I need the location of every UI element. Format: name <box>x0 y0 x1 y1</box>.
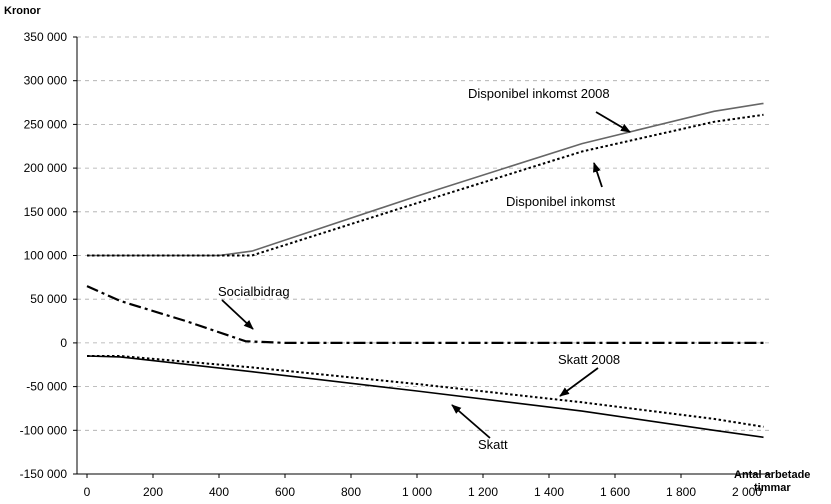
x-tick-label: 2 000 <box>732 485 762 499</box>
x-tick-label: 1 400 <box>534 485 564 499</box>
annotation-label-disponibel: Disponibel inkomst <box>506 194 615 209</box>
y-tick-label: -100 000 <box>20 423 68 437</box>
annotation-arrow-disponibel-2008 <box>595 111 631 133</box>
gridlines <box>77 36 771 431</box>
series-line-disponibel-inkomst-2008 <box>87 102 764 257</box>
annotation-arrow-disponibel <box>593 162 603 188</box>
y-tick-label: -150 000 <box>20 467 68 481</box>
annotation-label-socialbidrag: Socialbidrag <box>218 284 290 299</box>
x-axis-title-line1: Antal arbetade <box>734 469 810 481</box>
y-tick-label: 300 000 <box>24 74 68 88</box>
annotation-label-disponibel-2008: Disponibel inkomst 2008 <box>468 86 610 101</box>
annotation-arrow-skatt <box>451 404 491 439</box>
x-tick-label: 1 800 <box>666 485 696 499</box>
chart-text: Kronor Antal arbetade timmar Disponibel … <box>4 5 810 494</box>
y-tick-label: 350 000 <box>24 30 68 44</box>
series-line-socialbidrag <box>86 285 764 344</box>
y-tick-labels: 350 000 300 000 250 000 200 000 150 000 100 0… <box>20 30 68 481</box>
x-tick-label: 1 200 <box>468 485 498 499</box>
x-tick-label: 200 <box>143 485 163 499</box>
series-lines <box>86 102 764 439</box>
y-axis-title: Kronor <box>4 5 41 17</box>
y-tick-label: -50 000 <box>26 380 67 394</box>
x-axis-title-line2: timmar <box>754 482 791 494</box>
series-line-disponibel-inkomst <box>87 113 764 257</box>
annotation-label-skatt: Skatt <box>478 437 508 452</box>
y-tick-label: 150 000 <box>24 205 68 219</box>
x-tick-label: 0 <box>84 485 91 499</box>
annotation-label-skatt-2008: Skatt 2008 <box>558 352 620 367</box>
annotation-arrow-socialbidrag <box>221 299 254 330</box>
axes <box>73 36 771 478</box>
x-tick-label: 1 600 <box>600 485 630 499</box>
annotation-arrow-skatt-2008 <box>559 367 599 397</box>
series-line-skatt <box>86 355 764 439</box>
x-tick-label: 600 <box>275 485 295 499</box>
annotation-arrows <box>221 111 631 439</box>
x-tick-labels: 0 200 400 600 800 1 000 1 200 1 400 1 600 1 800 2 … <box>84 485 763 499</box>
x-tick-label: 400 <box>209 485 229 499</box>
x-tick-label: 1 000 <box>402 485 432 499</box>
x-tick-label: 800 <box>341 485 361 499</box>
y-tick-label: 200 000 <box>24 161 68 175</box>
y-tick-label: 50 000 <box>30 292 67 306</box>
y-tick-label: 250 000 <box>24 117 68 131</box>
y-tick-label: 0 <box>60 336 67 350</box>
series-line-skatt-2008 <box>87 355 764 428</box>
y-tick-label: 100 000 <box>24 249 68 263</box>
